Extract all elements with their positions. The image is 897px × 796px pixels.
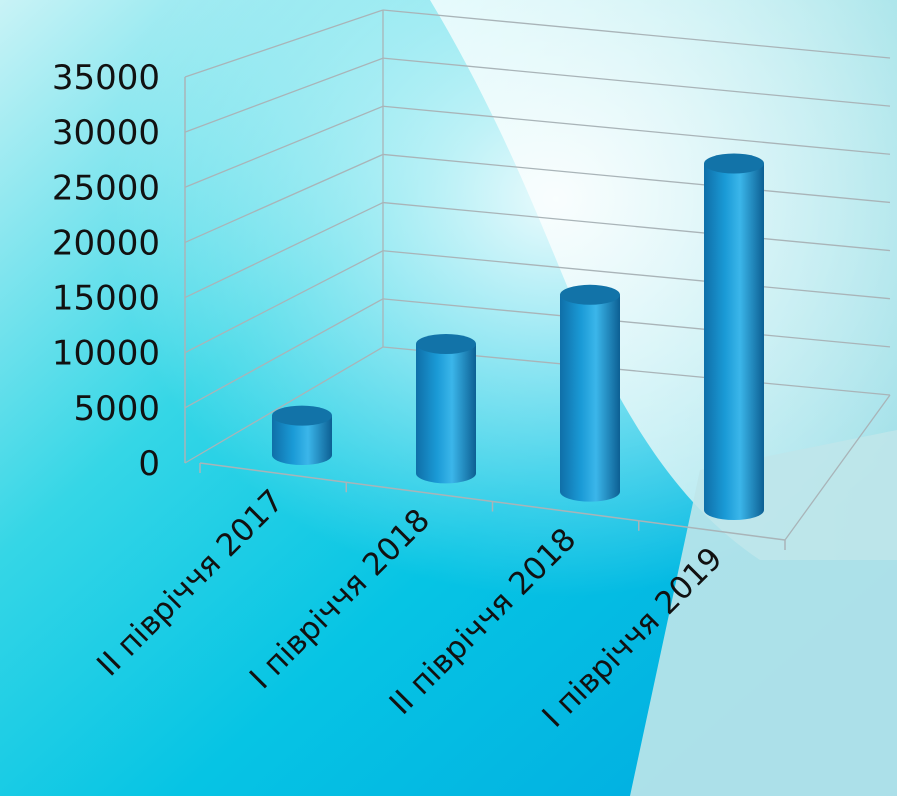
bar-body xyxy=(560,294,620,502)
gridline-back xyxy=(382,9,891,59)
gridline-side xyxy=(184,57,384,133)
bar-body xyxy=(416,343,476,484)
x-tick-label: I півріччя 2019 xyxy=(535,541,729,735)
gridline-back xyxy=(382,250,891,300)
gridline-side xyxy=(184,346,384,464)
gridline-back xyxy=(382,105,891,155)
gridline-side xyxy=(184,201,384,299)
bar-top xyxy=(560,284,620,305)
y-tick-label: 20000 xyxy=(52,223,160,263)
bar xyxy=(704,153,764,520)
bar-top xyxy=(416,333,476,354)
y-tick-label: 35000 xyxy=(52,58,160,98)
gridlines xyxy=(184,9,891,464)
gridline-side xyxy=(184,105,384,188)
bar xyxy=(416,333,476,484)
y-tick-label: 0 xyxy=(138,444,160,484)
y-tick-label: 10000 xyxy=(52,334,160,374)
bar xyxy=(560,284,620,502)
x-tick-label: I півріччя 2018 xyxy=(243,502,437,696)
bar xyxy=(272,405,332,465)
gridline-back xyxy=(382,201,891,252)
bar-body xyxy=(272,415,332,465)
bars xyxy=(272,153,764,520)
gridline-side xyxy=(184,9,384,78)
bar-body xyxy=(704,163,764,520)
floor-right-edge xyxy=(784,394,891,541)
bar-top xyxy=(704,153,764,174)
y-tick-label: 15000 xyxy=(52,279,160,319)
gridline-side xyxy=(184,153,384,244)
bar-top xyxy=(272,405,332,426)
gridline-side xyxy=(184,250,384,354)
gridline-back xyxy=(382,298,891,348)
y-axis-ticks: 0 5000 10000 15000 20000 25000 30000 35000 xyxy=(52,58,160,484)
chart-axes xyxy=(184,10,891,550)
gridline-back xyxy=(382,153,891,204)
gridline-back xyxy=(382,57,891,107)
y-tick-label: 30000 xyxy=(52,113,160,153)
y-tick-label: 5000 xyxy=(73,389,160,429)
gridline-side xyxy=(184,298,384,409)
y-tick-label: 25000 xyxy=(52,168,160,208)
